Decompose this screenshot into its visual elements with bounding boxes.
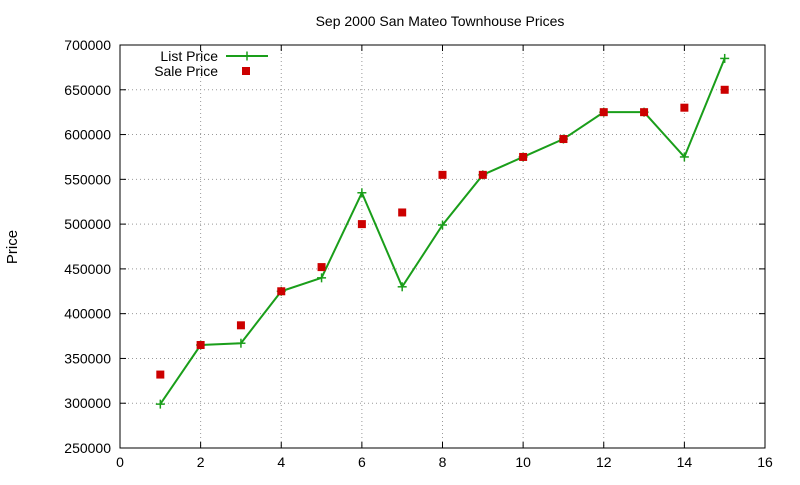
sale-price-point	[236, 321, 245, 330]
sale-price-point	[559, 135, 568, 144]
x-tick-label: 16	[757, 454, 773, 470]
y-tick-label: 700000	[64, 37, 111, 53]
legend-label-list-price: List Price	[160, 48, 218, 64]
x-tick-label: 4	[277, 454, 285, 470]
list-price-point	[438, 220, 447, 230]
y-tick-label: 250000	[64, 440, 111, 456]
list-price-point	[155, 399, 165, 409]
y-tick-label: 600000	[64, 127, 111, 143]
sale-price-point	[156, 370, 165, 379]
legend-marker-list-price	[242, 51, 252, 61]
y-tick-label: 400000	[64, 306, 111, 322]
grid-lines	[120, 45, 765, 448]
sale-price-point	[680, 103, 689, 112]
chart-title: Sep 2000 San Mateo Townhouse Prices	[316, 13, 565, 29]
list-price-point	[679, 152, 689, 162]
axes: 0 2 4 6 8 10 12 14 16 250000 300000 350000 400000 450…	[64, 37, 773, 470]
x-tick-label: 2	[197, 454, 205, 470]
list-price-point	[357, 188, 367, 198]
x-tick-label: 0	[116, 454, 124, 470]
sale-price-point	[478, 170, 487, 179]
sale-price-point	[519, 152, 528, 161]
list-price-point	[236, 338, 246, 348]
x-tick-label: 10	[515, 454, 531, 470]
list-price-point	[720, 53, 730, 63]
sale-price-point	[438, 170, 447, 179]
data-marks	[155, 53, 730, 409]
sale-price-point	[640, 108, 649, 117]
x-tick-label: 12	[596, 454, 612, 470]
list-price-point	[397, 282, 407, 292]
y-tick-label: 550000	[64, 171, 111, 187]
list-price-line	[159, 58, 726, 405]
y-axis-label: Price	[4, 230, 21, 264]
y-tick-label: 650000	[64, 82, 111, 98]
sale-price-point	[277, 287, 286, 296]
x-tick-label: 14	[677, 454, 693, 470]
sale-price-point	[357, 220, 366, 229]
list-price-point	[317, 273, 327, 283]
y-tick-label: 300000	[64, 395, 111, 411]
x-tick-label: 8	[439, 454, 447, 470]
legend-label-sale-price: Sale Price	[154, 63, 218, 79]
y-tick-label: 350000	[64, 350, 111, 366]
y-tick-label: 500000	[64, 216, 111, 232]
x-tick-label: 6	[358, 454, 366, 470]
sale-price-point	[398, 208, 407, 217]
sale-price-point	[317, 263, 326, 272]
sale-price-point	[599, 108, 608, 117]
sale-price-point	[720, 85, 729, 94]
y-tick-label: 450000	[64, 261, 111, 277]
legend-marker-sale-price	[242, 67, 250, 75]
sale-price-point	[196, 341, 205, 350]
